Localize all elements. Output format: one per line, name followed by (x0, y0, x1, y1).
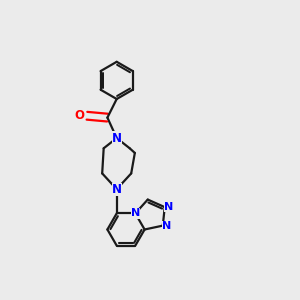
Text: N: N (164, 202, 173, 212)
Text: N: N (112, 183, 122, 196)
Text: O: O (74, 109, 85, 122)
Text: N: N (131, 208, 140, 218)
Text: N: N (162, 220, 172, 231)
Text: N: N (112, 132, 122, 145)
